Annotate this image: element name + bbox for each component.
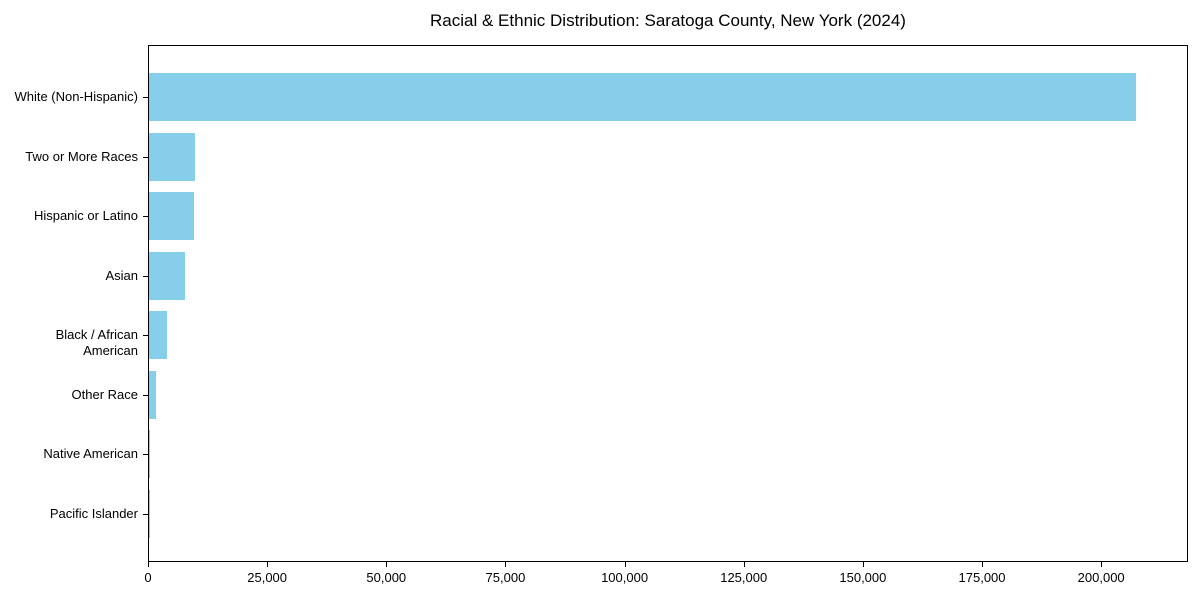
x-tick-mark bbox=[148, 562, 149, 567]
y-tick-label: Native American bbox=[43, 446, 138, 462]
bar-hispanic-or-latino bbox=[149, 192, 195, 241]
x-tick-label: 0 bbox=[144, 570, 152, 585]
y-tick-mark bbox=[143, 513, 148, 515]
x-tick-mark bbox=[267, 562, 269, 567]
y-tick-mark bbox=[143, 275, 148, 277]
y-tick-mark bbox=[143, 97, 148, 98]
x-tick-mark bbox=[505, 562, 507, 567]
x-tick-label: 125,000 bbox=[720, 570, 768, 585]
bar-two-or-more-races bbox=[149, 132, 196, 181]
y-tick-label: Pacific Islander bbox=[49, 505, 138, 521]
y-tick-mark bbox=[143, 335, 148, 337]
y-tick-mark bbox=[143, 156, 148, 158]
y-tick-mark bbox=[143, 394, 148, 396]
x-tick-label: 25,000 bbox=[247, 570, 288, 585]
x-tick-label: 100,000 bbox=[601, 570, 649, 585]
chart-title: Racial & Ethnic Distribution: Saratoga C… bbox=[430, 11, 906, 30]
x-tick-label: 200,000 bbox=[1077, 570, 1125, 585]
y-tick-label: Other Race bbox=[71, 386, 138, 402]
bar-white-non-hispanic bbox=[149, 73, 1136, 121]
bar-black-african-american bbox=[149, 311, 167, 360]
y-tick-mark bbox=[143, 454, 148, 456]
y-tick-label: Hispanic or Latino bbox=[33, 208, 138, 224]
bar-native-american bbox=[149, 430, 151, 479]
x-tick-mark bbox=[386, 562, 388, 567]
y-tick-label: White (Non-Hispanic) bbox=[14, 89, 138, 104]
bar-other-race bbox=[149, 370, 157, 419]
y-tick-mark bbox=[143, 216, 148, 218]
x-tick-label: 50,000 bbox=[366, 570, 407, 585]
y-tick-label: Two or More Races bbox=[25, 148, 138, 164]
x-tick-mark bbox=[982, 562, 984, 567]
x-tick-label: 175,000 bbox=[958, 570, 1006, 585]
x-tick-mark bbox=[624, 562, 626, 567]
x-tick-mark bbox=[1101, 562, 1103, 567]
y-tick-label: Asian bbox=[105, 267, 138, 283]
x-tick-label: 75,000 bbox=[485, 570, 526, 585]
y-tick-label: Black / African American bbox=[55, 327, 138, 359]
plot-area bbox=[148, 45, 1188, 562]
x-tick-mark bbox=[743, 562, 745, 567]
x-tick-mark bbox=[862, 562, 864, 567]
bar-asian bbox=[149, 251, 185, 300]
x-tick-label: 150,000 bbox=[839, 570, 887, 585]
